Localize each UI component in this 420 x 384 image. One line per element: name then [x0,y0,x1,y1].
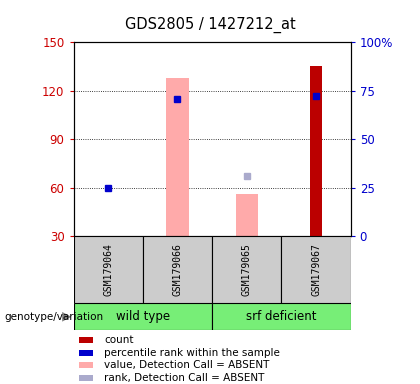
Text: count: count [104,335,134,345]
Bar [281,236,351,303]
Bar [74,236,143,303]
Bar [79,350,94,356]
Text: srf deficient: srf deficient [246,310,317,323]
Bar [79,375,94,381]
Bar [236,194,258,236]
Text: GSM179067: GSM179067 [311,243,321,296]
Text: value, Detection Call = ABSENT: value, Detection Call = ABSENT [104,360,270,370]
Bar [79,362,94,368]
Text: wild type: wild type [116,310,170,323]
Text: rank, Detection Call = ABSENT: rank, Detection Call = ABSENT [104,373,265,383]
Bar [74,303,212,330]
Text: genotype/variation: genotype/variation [4,312,103,322]
Text: GSM179064: GSM179064 [103,243,113,296]
Text: GDS2805 / 1427212_at: GDS2805 / 1427212_at [125,17,295,33]
Bar [143,236,212,303]
Bar [310,66,322,236]
Bar [79,337,94,343]
Bar [212,303,351,330]
Text: GSM179065: GSM179065 [242,243,252,296]
Bar [212,236,281,303]
Polygon shape [62,312,71,322]
Bar [166,78,189,236]
Text: GSM179066: GSM179066 [173,243,182,296]
Text: percentile rank within the sample: percentile rank within the sample [104,348,280,358]
